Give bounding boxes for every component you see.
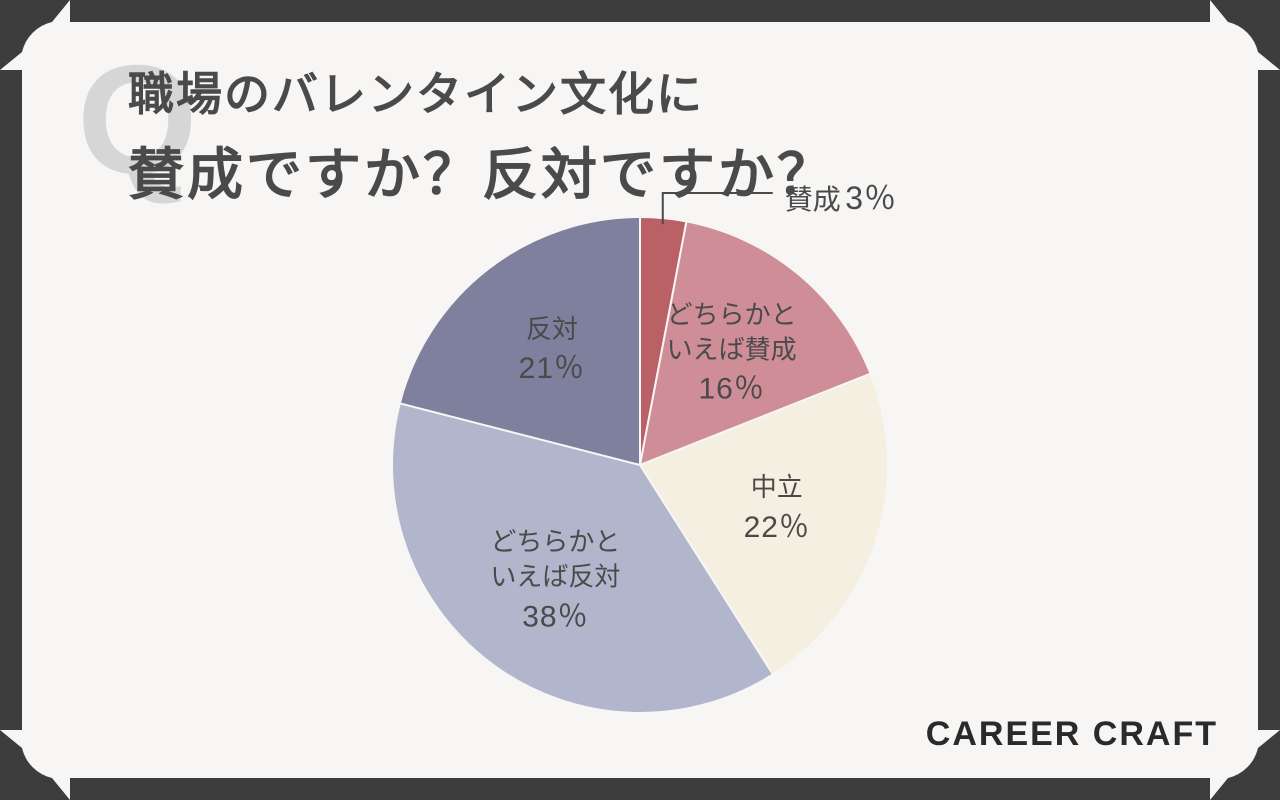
slice-label-text: 中立 [744, 471, 810, 506]
slice-label-pct: 21％ [519, 350, 585, 391]
slice-label-pct: 38％ [490, 597, 620, 638]
slice-label-neutral: 中立22％ [744, 471, 810, 549]
decorative-frame: Q 職場のバレンタイン文化に 賛成ですか？反対ですか？ 賛成 3％どちらかと い… [0, 0, 1280, 800]
slice-label-rather_agree: どちらかと いえば賛成16％ [667, 298, 797, 411]
slice-label-pct: 22％ [744, 508, 810, 549]
slice-label-oppose: 反対21％ [519, 313, 585, 391]
slice-label-text: どちらかと いえば反対 [490, 525, 620, 595]
callout-label: 賛成 [785, 184, 841, 215]
brand-logo: CAREER CRAFT [926, 715, 1218, 754]
callout-pct: 3％ [845, 180, 897, 216]
pie-chart [22, 22, 1258, 778]
slice-label-text: どちらかと いえば賛成 [667, 298, 797, 368]
callout-agree: 賛成 3％ [785, 173, 897, 219]
slice-label-rather_oppose: どちらかと いえば反対38％ [490, 525, 620, 638]
slice-label-text: 反対 [519, 313, 585, 348]
slice-label-pct: 16％ [667, 370, 797, 411]
